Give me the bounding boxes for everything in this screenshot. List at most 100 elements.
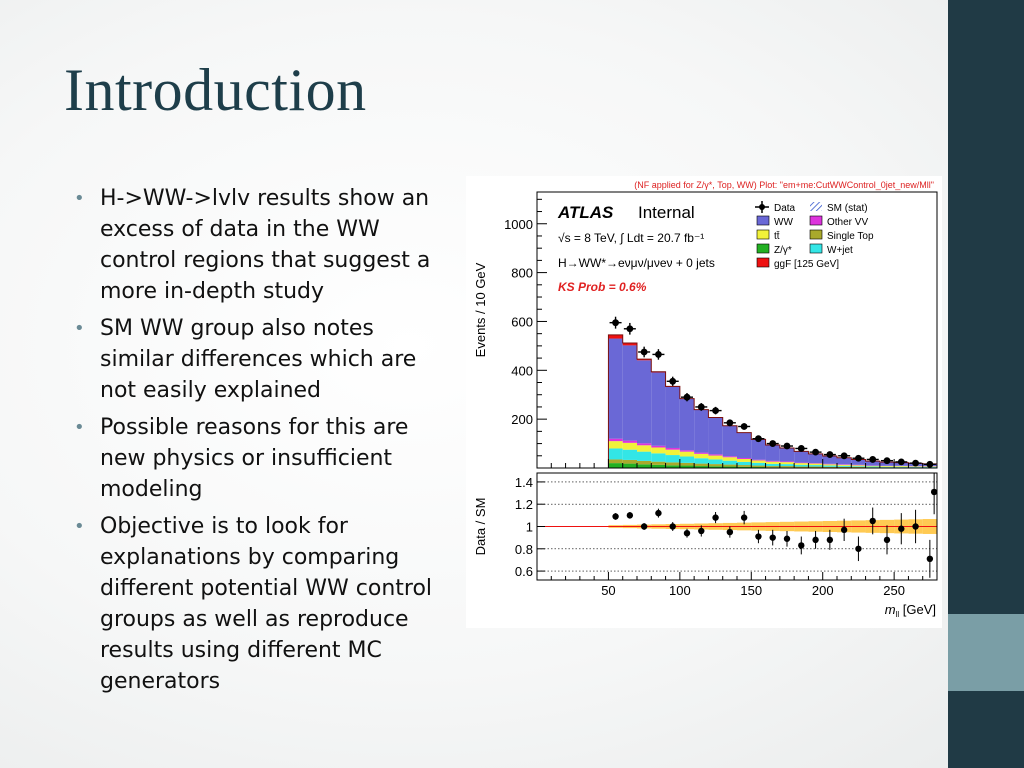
atlas-label: ATLAS: [557, 203, 614, 222]
ratio-y-axis-label: Data / SM: [473, 498, 488, 556]
bar-segment: [837, 457, 852, 465]
bar-segment: [622, 459, 637, 464]
data-point: [812, 448, 819, 456]
bar-segment: [822, 465, 837, 467]
bar-segment: [637, 359, 652, 361]
sidebar-accent: [948, 614, 1024, 691]
bar-segment: [637, 451, 652, 461]
ratio-point: [726, 528, 734, 536]
x-tick-label: 50: [601, 583, 615, 598]
bullet-item: H->WW->lvlv results show an excess of da…: [74, 183, 454, 307]
data-point: [655, 351, 662, 358]
data-point: [797, 445, 805, 452]
ratio-point: [655, 509, 662, 517]
bar-segment: [837, 464, 852, 466]
ratio-point: [740, 514, 748, 521]
bar-segment: [765, 460, 780, 462]
bar-segment: [622, 442, 637, 450]
ratio-point: [612, 513, 619, 520]
y-tick-label: 600: [511, 314, 533, 329]
data-point: [840, 452, 848, 460]
legend-marker: [759, 204, 765, 210]
bar-segment: [865, 461, 880, 466]
bar-segment: [765, 445, 780, 461]
data-point: [926, 460, 934, 468]
legend-label: WW: [774, 217, 793, 228]
bar-segment: [722, 425, 737, 457]
ratio-point: [640, 523, 648, 530]
ratio-point: [798, 542, 805, 549]
bar-segment: [694, 453, 709, 459]
internal-label: Internal: [638, 203, 695, 222]
legend-label: W+jet: [827, 245, 853, 256]
bar-segment: [765, 466, 780, 468]
bar-segment: [694, 458, 709, 464]
bar-segment: [622, 463, 637, 468]
bar-segment: [608, 338, 623, 439]
data-point: [826, 451, 834, 458]
ratio-point: [769, 534, 776, 541]
bar-segment: [737, 457, 752, 459]
bullet-item: Possible reasons for this are new physic…: [74, 412, 454, 505]
bar-segment: [651, 461, 666, 465]
ratio-point: [626, 512, 634, 519]
bar-segment: [679, 456, 695, 463]
bar-segment: [865, 465, 880, 467]
bar-segment: [651, 453, 666, 462]
bar-segment: [665, 462, 680, 466]
bar-segment: [837, 465, 852, 467]
data-point: [669, 377, 677, 385]
bar-segment: [879, 466, 895, 467]
bar-segment: [865, 466, 880, 468]
ratio-y-tick-label: 0.6: [515, 564, 533, 579]
chart-legend: Data SM (stat) WW Other VV tt̄ Single Top Z/γ*…: [755, 201, 874, 270]
bar-segment: [808, 463, 823, 466]
legend-label: SM (stat): [827, 203, 868, 214]
data-point: [712, 407, 719, 415]
bar-segment: [722, 466, 737, 468]
bar-segment: [622, 345, 637, 441]
bar-segment: [851, 467, 866, 468]
ratio-point: [930, 488, 938, 496]
bar-segment: [622, 342, 637, 346]
bar-segment: [637, 445, 652, 452]
legend-swatch: [756, 229, 770, 240]
bar-segment: [608, 448, 623, 460]
bar-segment: [751, 465, 766, 468]
ratio-point: [912, 523, 919, 530]
bar-segment: [651, 372, 666, 446]
bar-segment: [779, 464, 795, 467]
chart-annotations: ATLAS Internal √s = 8 TeV, ∫ Ldt = 20.7 …: [557, 203, 715, 294]
bar-segment: [679, 462, 695, 466]
chart-header-note: (NF applied for Z/γ*, Top, WW) Plot: "em…: [634, 180, 934, 190]
bar-segment: [722, 464, 737, 467]
bar-segment: [651, 464, 666, 468]
legend-label: Data: [774, 203, 796, 214]
x-tick-label: 150: [740, 583, 762, 598]
y-tick-label: 200: [511, 412, 533, 427]
bar-segment: [751, 439, 766, 460]
bar-segment: [779, 466, 795, 468]
legend-swatch: [756, 257, 770, 268]
bar-segment: [637, 464, 652, 468]
bar-segment: [822, 466, 837, 468]
bar-segment: [851, 466, 866, 468]
bar-segment: [694, 409, 709, 453]
bar-segment: [679, 465, 695, 468]
bar-segment: [722, 457, 737, 461]
legend-swatch: [809, 229, 823, 240]
bar-segment: [608, 463, 623, 468]
bar-segment: [737, 466, 752, 468]
ratio-point: [698, 527, 705, 535]
legend-swatch: [756, 215, 770, 226]
chart-background: [466, 176, 942, 628]
data-point: [869, 456, 877, 463]
bar-segment: [751, 462, 766, 466]
bar-segment: [851, 459, 866, 465]
bullet-item: Objective is to look for explanations by…: [74, 511, 454, 697]
ratio-point: [783, 535, 791, 542]
legend-label: Z/γ*: [774, 245, 792, 256]
legend-swatch: [756, 243, 770, 254]
bar-segment: [637, 360, 652, 444]
bullet-item: SM WW group also notes similar differenc…: [74, 313, 454, 406]
